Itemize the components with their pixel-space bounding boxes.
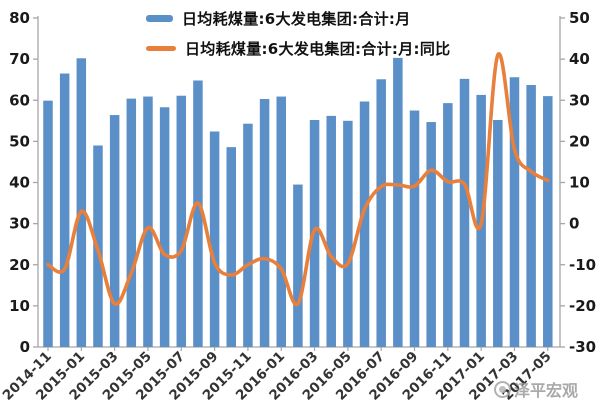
left-axis-tick-label: 70 <box>9 50 30 68</box>
line-series-label: 日均耗煤量:6大发电集团:合计:月:同比 <box>185 40 451 58</box>
right-axis-tick-label: 10 <box>569 174 590 192</box>
line-series-marker-icon <box>146 46 176 51</box>
left-axis-tick-label: 0 <box>20 338 30 356</box>
bar <box>393 57 403 348</box>
right-axis-tick-label: 20 <box>569 132 590 150</box>
bar <box>259 99 270 347</box>
watermark: 泽平宏观 <box>494 377 578 401</box>
bar <box>126 98 137 347</box>
bar <box>143 96 153 347</box>
bar <box>376 79 386 348</box>
bar-series-label: 日均耗煤量:6大发电集团:合计:月 <box>182 10 411 28</box>
right-axis-tick-label: -30 <box>569 338 596 356</box>
bar <box>159 107 170 348</box>
bar <box>426 122 436 347</box>
left-axis-tick-label: 50 <box>9 132 30 150</box>
right-axis-tick-label: -10 <box>569 256 596 274</box>
bar <box>493 119 503 348</box>
right-axis-tick-label: 40 <box>569 50 590 68</box>
bar-series-marker-icon <box>146 15 173 22</box>
bar <box>359 101 370 347</box>
bar <box>293 184 303 347</box>
bar <box>326 115 336 347</box>
bar <box>409 110 420 347</box>
bar <box>176 95 187 347</box>
left-axis-tick-label: 30 <box>9 215 30 233</box>
bar <box>509 77 520 347</box>
left-axis-tick-label: 60 <box>9 91 30 109</box>
bar <box>109 115 120 348</box>
chart-legend: 日均耗煤量:6大发电集团:合计:月 日均耗煤量:6大发电集团:合计:月:同比 <box>146 8 450 59</box>
left-axis-tick-label: 40 <box>9 174 30 192</box>
right-axis-tick-label: 50 <box>569 9 590 27</box>
legend-item-line-series: 日均耗煤量:6大发电集团:合计:月:同比 <box>146 38 450 59</box>
bar <box>43 100 53 347</box>
right-axis-tick-label: 30 <box>569 91 590 109</box>
bar <box>543 96 553 347</box>
bar <box>193 80 203 347</box>
yoy-line <box>46 52 550 307</box>
watermark-text: 泽平宏观 <box>514 381 579 400</box>
right-axis-tick-label: 0 <box>569 215 579 233</box>
bar <box>459 78 470 348</box>
left-axis-tick-label: 10 <box>9 297 30 315</box>
bar <box>226 147 237 347</box>
bar <box>276 96 286 347</box>
bar <box>76 58 87 348</box>
bar <box>443 103 453 347</box>
bar <box>526 85 536 347</box>
watermark-logo-icon <box>494 380 511 398</box>
legend-item-bar-series: 日均耗煤量:6大发电集团:合计:月 <box>146 8 450 29</box>
bar <box>209 131 220 347</box>
left-axis-tick-label: 80 <box>9 9 30 27</box>
bar <box>243 123 253 347</box>
bar <box>343 120 353 347</box>
left-axis-tick-label: 20 <box>9 256 30 274</box>
bar <box>59 73 70 348</box>
right-axis-tick-label: -20 <box>569 297 596 315</box>
